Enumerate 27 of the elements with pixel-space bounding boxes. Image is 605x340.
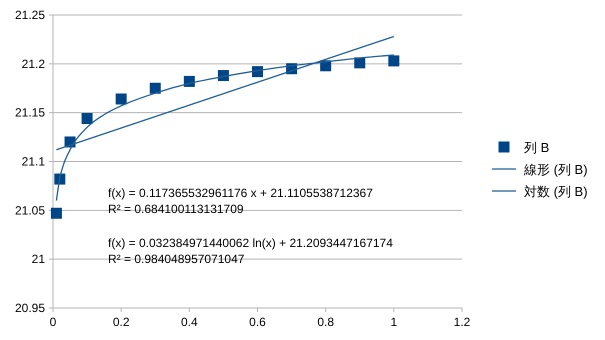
point — [82, 113, 93, 124]
point — [388, 55, 400, 66]
point — [354, 57, 366, 68]
x-tick-label: 1.2 — [454, 315, 471, 329]
y-tick-label: 21.25 — [14, 8, 46, 22]
annotation: f(x) = 0.032384971440062 ln(x) + 21.2093447167174 — [108, 236, 394, 250]
legend-label: 対数 (列 B) — [524, 184, 588, 199]
point — [116, 93, 127, 104]
point — [150, 82, 161, 94]
x-tick-label: 1 — [390, 315, 398, 329]
annotation: R² = 0.984048957071047 — [108, 252, 245, 266]
annotation: f(x) = 0.117365532961176 x + 21.1105538712367 — [108, 186, 374, 200]
x-tick-label: 0.2 — [112, 315, 130, 329]
y-tick-label: 20.95 — [14, 301, 46, 315]
legend-label: 列 B — [524, 140, 550, 155]
y-tick-label: 21.2 — [22, 56, 46, 71]
annotation: R² = 0.684100113131709 — [108, 202, 244, 216]
y-tick-label: 21 — [32, 252, 46, 266]
legend-label: 線形 (列 B) — [523, 162, 588, 177]
y-tick-label: 21.15 — [14, 106, 46, 120]
y-tick-label: 21.1 — [22, 154, 46, 168]
x-tick-label: 0 — [50, 315, 57, 329]
point — [50, 208, 62, 219]
y-tick-label: 21.05 — [14, 203, 46, 218]
x-tick-label: 0.8 — [317, 315, 334, 329]
x-tick-label: 0.4 — [180, 315, 198, 329]
x-tick-label: 0.6 — [249, 315, 266, 329]
